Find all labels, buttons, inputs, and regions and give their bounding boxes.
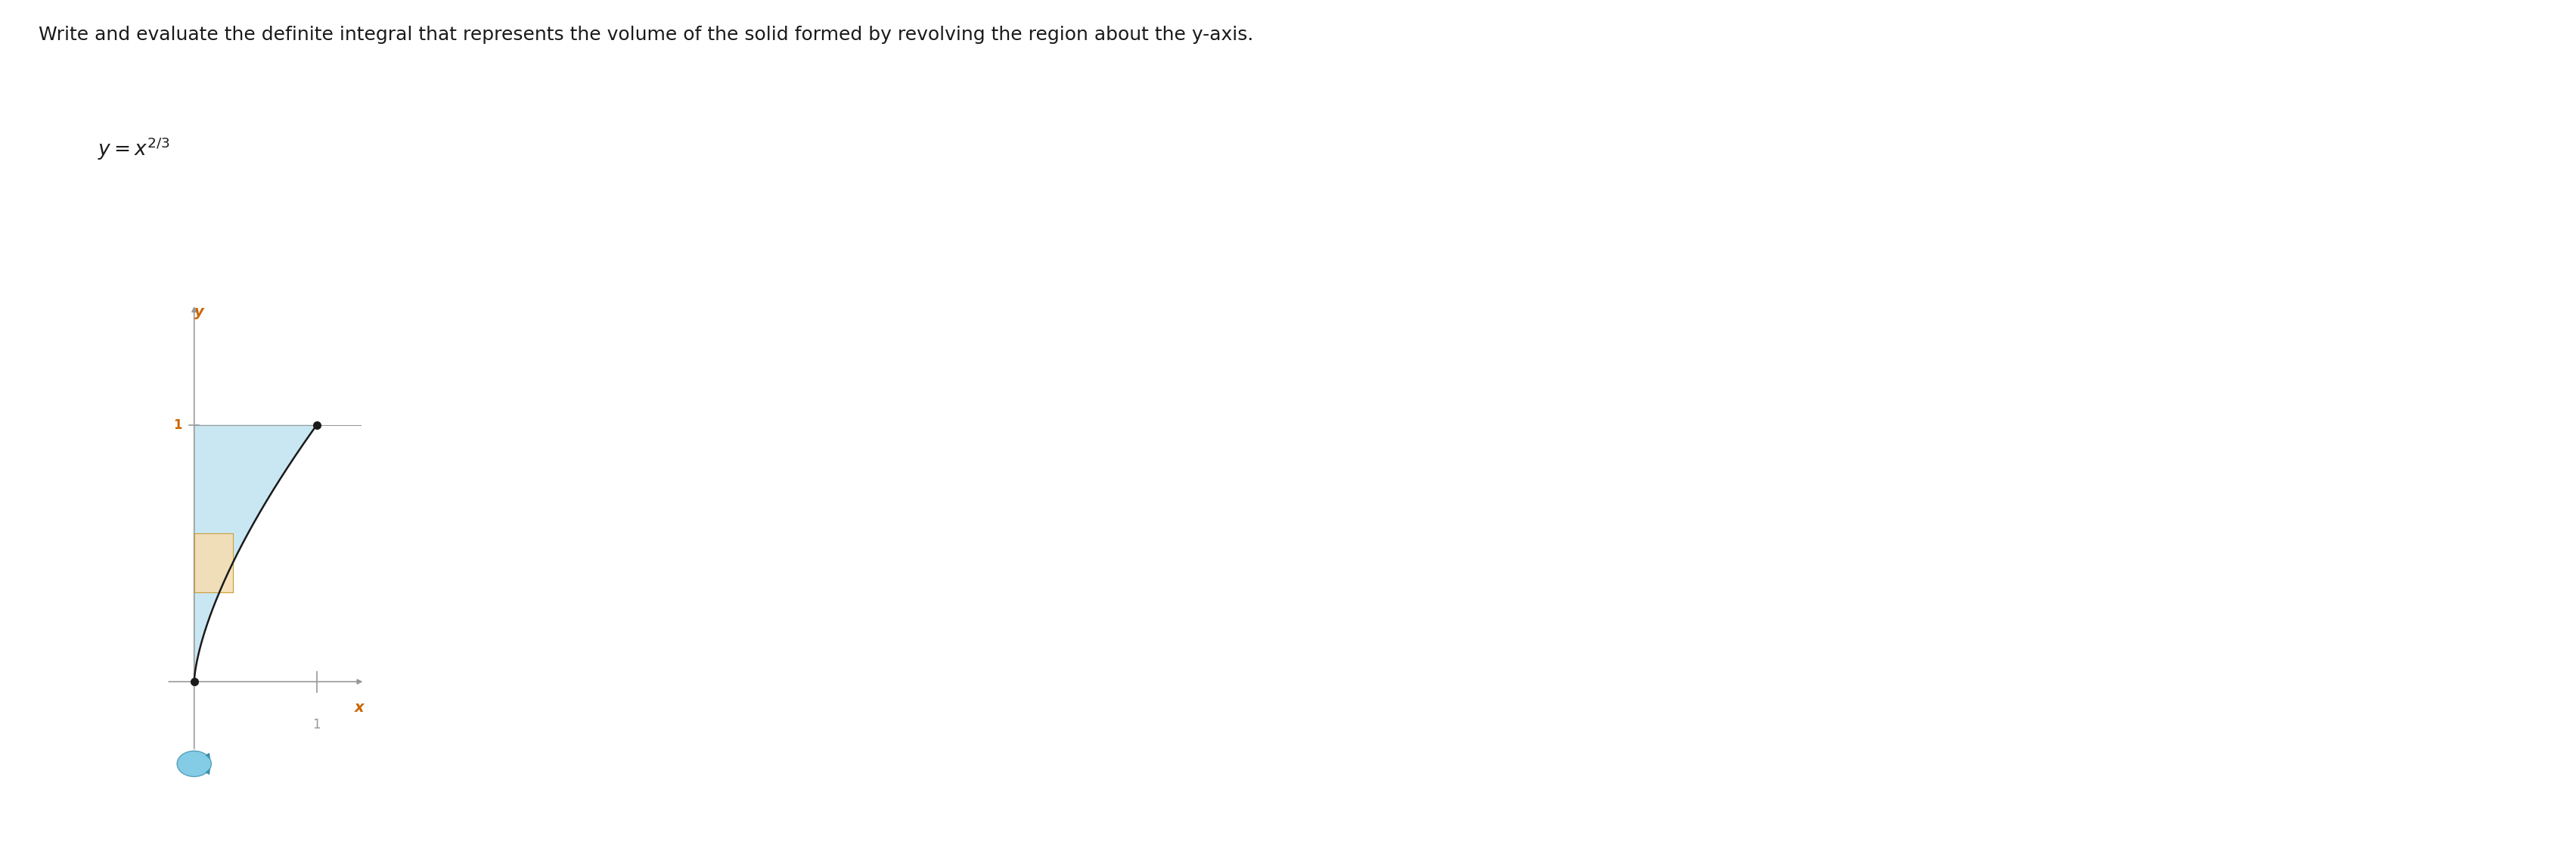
Text: 1: 1 [173, 418, 183, 432]
Text: x: x [355, 700, 363, 715]
Polygon shape [193, 533, 232, 592]
Text: 1: 1 [312, 717, 319, 731]
Polygon shape [193, 425, 317, 682]
Ellipse shape [178, 751, 211, 777]
Text: $y = x^{2/3}$: $y = x^{2/3}$ [98, 136, 170, 162]
Text: y: y [193, 305, 204, 320]
Text: Write and evaluate the definite integral that represents the volume of the solid: Write and evaluate the definite integral… [39, 25, 1255, 43]
